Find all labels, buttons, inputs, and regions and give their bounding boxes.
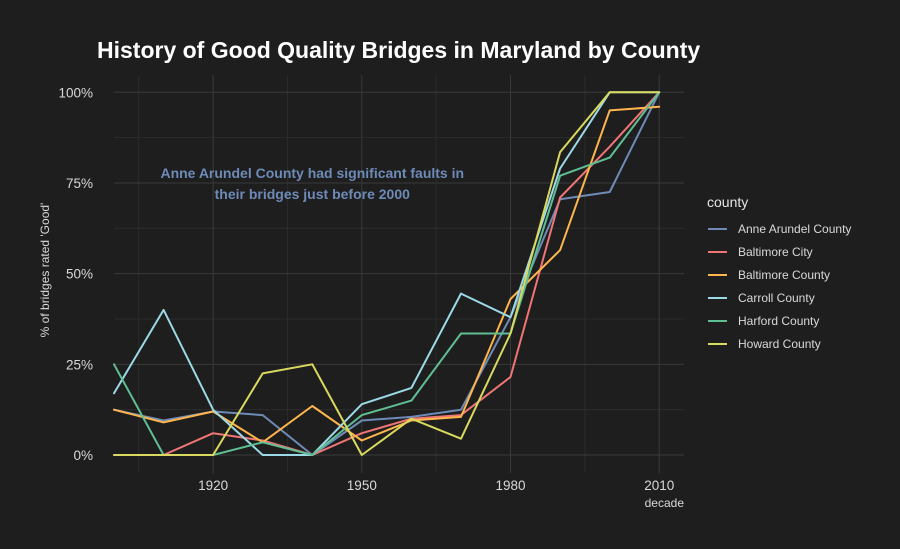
legend-title: county — [707, 194, 748, 210]
y-tick-label: 0% — [73, 448, 93, 463]
legend-label: Anne Arundel County — [738, 222, 851, 236]
x-axis-title: decade — [645, 496, 685, 510]
x-tick-label: 1950 — [347, 478, 377, 493]
y-tick-label: 25% — [66, 357, 93, 372]
series-line-carroll-county — [113, 91, 661, 456]
x-tick-label: 1980 — [495, 478, 525, 493]
series-line-howard-county — [113, 91, 661, 456]
legend-label: Baltimore County — [738, 268, 830, 282]
legend-label: Carroll County — [738, 291, 815, 305]
series-lines — [113, 91, 661, 456]
x-tick-label: 2010 — [644, 478, 674, 493]
series-line-baltimore-county — [113, 105, 661, 444]
legend-label: Baltimore City — [738, 245, 813, 259]
legend: county Anne Arundel County Baltimore City… — [707, 194, 851, 351]
x-axis-ticks: 1920 1950 1980 2010 — [198, 478, 674, 493]
x-tick-label: 1920 — [198, 478, 228, 493]
annotation-line: their bridges just before 2000 — [215, 186, 410, 202]
chart-title: History of Good Quality Bridges in Maryl… — [97, 37, 700, 63]
legend-label: Howard County — [738, 337, 821, 351]
y-tick-label: 100% — [58, 85, 93, 100]
y-axis-title: % of bridges rated 'Good' — [38, 203, 52, 338]
grid-lines — [114, 75, 684, 473]
y-tick-label: 75% — [66, 176, 93, 191]
series-line-baltimore-city — [113, 91, 661, 456]
y-axis-ticks: 0% 25% 50% 75% 100% — [58, 85, 93, 463]
annotation-line: Anne Arundel County had significant faul… — [160, 165, 464, 181]
legend-label: Harford County — [738, 314, 819, 328]
annotation-text: Anne Arundel County had significant faul… — [160, 165, 464, 202]
y-tick-label: 50% — [66, 267, 93, 282]
